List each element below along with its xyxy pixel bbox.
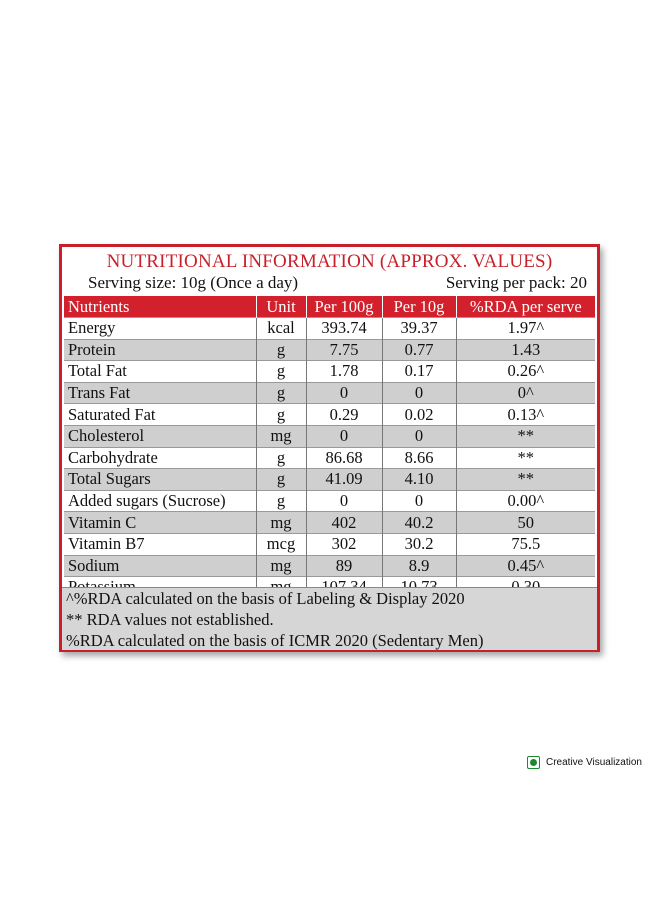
table-cell: 40.2 — [381, 511, 456, 534]
column-header: Per 10g — [381, 296, 456, 318]
table-cell: ** — [455, 446, 595, 469]
column-header: Unit — [255, 296, 306, 318]
nutrient-name: Total Sugars — [64, 468, 256, 491]
label-title: NUTRITIONAL INFORMATION (APPROX. VALUES) — [106, 251, 553, 272]
veg-mark-icon — [527, 756, 540, 769]
table-cell: mg — [255, 511, 306, 534]
table-cell: 0.77 — [381, 338, 456, 361]
table-header-row: Nutrients Unit Per 100g Per 10g %RDA per… — [64, 296, 595, 318]
table-cell: ** — [455, 468, 595, 491]
table-cell: mg — [255, 554, 306, 577]
table-cell: 75.5 — [455, 532, 595, 556]
serving-per-pack: Serving per pack: 20 — [445, 273, 587, 292]
nutrient-name: Vitamin B7 — [64, 532, 256, 556]
table-row: Total Sugars g 41.09 4.10 ** — [64, 468, 595, 491]
nutrition-label: NUTRITIONAL INFORMATION (APPROX. VALUES)… — [59, 244, 600, 652]
table-cell: 0^ — [455, 381, 595, 404]
table-cell: 0 — [381, 489, 456, 512]
table-cell: 0 — [381, 381, 456, 404]
table-cell: g — [255, 489, 306, 512]
table-cell: 0 — [305, 489, 382, 512]
table-cell: 0.00^ — [455, 489, 595, 512]
footnote: ** RDA values not established. — [66, 610, 274, 629]
table-row: Total Fat g 1.78 0.17 0.26^ — [64, 360, 595, 383]
table-cell: 41.09 — [305, 468, 382, 491]
footnotes: ^%RDA calculated on the basis of Labelin… — [62, 587, 597, 650]
nutrient-name: Trans Fat — [64, 381, 256, 404]
table-row: Cholesterol mg 0 0 ** — [64, 424, 595, 448]
table-cell: 0.26^ — [455, 360, 595, 383]
table-cell: kcal — [255, 317, 306, 340]
table-cell: 89 — [305, 554, 382, 577]
column-header: %RDA per serve — [455, 296, 595, 318]
table-cell: mg — [255, 424, 306, 448]
serving-size: Serving size: 10g (Once a day) — [88, 273, 299, 292]
table-cell: 50 — [455, 511, 595, 534]
table-cell: 1.43 — [455, 338, 595, 361]
table-cell: 302 — [305, 532, 382, 556]
table-row: Energy kcal 393.74 39.37 1.97^ — [64, 317, 595, 340]
nutrient-name: Energy — [64, 317, 256, 340]
nutrient-name: Cholesterol — [64, 424, 256, 448]
table-cell: ** — [455, 424, 595, 448]
nutrient-name: Saturated Fat — [64, 403, 256, 426]
table-cell: 0 — [381, 424, 456, 448]
table-cell: 4.10 — [381, 468, 456, 491]
table-cell: g — [255, 403, 306, 426]
table-cell: 39.37 — [381, 317, 456, 340]
nutrient-name: Added sugars (Sucrose) — [64, 489, 256, 512]
table-cell: 1.78 — [305, 360, 382, 383]
table-row: Saturated Fat g 0.29 0.02 0.13^ — [64, 403, 595, 426]
table-cell: 0.29 — [305, 403, 382, 426]
table-cell: g — [255, 446, 306, 469]
badge-text: Creative Visualization — [546, 757, 642, 768]
table-cell: 0 — [305, 424, 382, 448]
footnote: ^%RDA calculated on the basis of Labelin… — [66, 589, 465, 608]
table-cell: 8.9 — [381, 554, 456, 577]
table-cell: 0.13^ — [455, 403, 595, 426]
table-cell: 0.02 — [381, 403, 456, 426]
table-cell: g — [255, 338, 306, 361]
table-cell: g — [255, 381, 306, 404]
column-header: Nutrients — [64, 296, 256, 318]
nutrition-table: Nutrients Unit Per 100g Per 10g %RDA per… — [64, 296, 595, 598]
nutrient-name: Vitamin C — [64, 511, 256, 534]
nutrient-name: Total Fat — [64, 360, 256, 383]
table-cell: g — [255, 360, 306, 383]
table-row: Protein g 7.75 0.77 1.43 — [64, 338, 595, 361]
nutrient-name: Sodium — [64, 554, 256, 577]
nutrient-name: Carbohydrate — [64, 446, 256, 469]
table-cell: 1.97^ — [455, 317, 595, 340]
table-cell: 393.74 — [305, 317, 382, 340]
table-row: Carbohydrate g 86.68 8.66 ** — [64, 446, 595, 469]
table-cell: 0 — [305, 381, 382, 404]
table-cell: 30.2 — [381, 532, 456, 556]
column-header: Per 100g — [305, 296, 382, 318]
creative-visualization-badge: Creative Visualization — [527, 756, 642, 769]
table-row: Sodium mg 89 8.9 0.45^ — [64, 554, 595, 577]
footnote: %RDA calculated on the basis of ICMR 202… — [66, 631, 484, 650]
table-cell: mcg — [255, 532, 306, 556]
table-cell: 86.68 — [305, 446, 382, 469]
table-cell: g — [255, 468, 306, 491]
table-cell: 402 — [305, 511, 382, 534]
table-cell: 8.66 — [381, 446, 456, 469]
table-row: Vitamin B7 mcg 302 30.2 75.5 — [64, 532, 595, 556]
table-cell: 7.75 — [305, 338, 382, 361]
table-cell: 0.45^ — [455, 554, 595, 577]
table-cell: 0.17 — [381, 360, 456, 383]
table-row: Trans Fat g 0 0 0^ — [64, 381, 595, 404]
table-row: Added sugars (Sucrose) g 0 0 0.00^ — [64, 489, 595, 512]
nutrient-name: Protein — [64, 338, 256, 361]
